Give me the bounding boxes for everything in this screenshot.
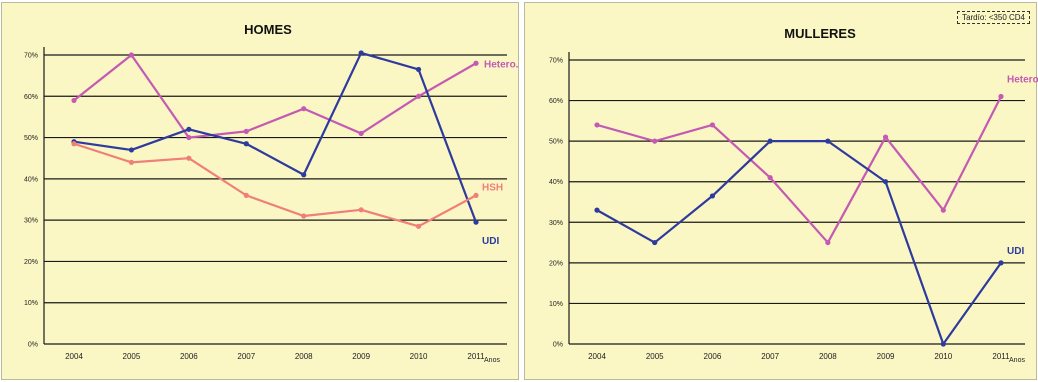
y-tick-label: 0% xyxy=(553,342,563,349)
data-point xyxy=(473,219,479,225)
series-label: UDI xyxy=(482,236,499,247)
data-point xyxy=(415,66,422,73)
x-tick-label: 2009 xyxy=(352,352,370,361)
data-point xyxy=(825,138,831,144)
y-tick-label: 10% xyxy=(549,301,563,308)
x-tick-label: 2008 xyxy=(295,352,313,361)
data-point xyxy=(882,134,889,140)
x-tick-label: 2006 xyxy=(704,352,722,361)
data-point xyxy=(473,60,479,66)
data-point xyxy=(767,175,773,181)
x-tick-label: 2004 xyxy=(588,352,606,361)
data-point xyxy=(998,260,1004,266)
series-label: HSH xyxy=(482,182,503,193)
data-point xyxy=(186,155,192,161)
series-label: Hetero. xyxy=(484,59,519,70)
y-tick-label: 50% xyxy=(24,135,38,142)
x-tick-label: 2011 xyxy=(992,352,1010,361)
data-point xyxy=(709,122,716,128)
series-line xyxy=(596,140,1002,346)
x-tick-label: 2011 xyxy=(467,352,485,361)
x-tick-label: 2005 xyxy=(646,352,664,361)
data-point xyxy=(186,134,192,141)
x-tick-label: 2007 xyxy=(237,352,255,361)
y-tick-label: 40% xyxy=(24,176,38,183)
data-point xyxy=(825,239,831,246)
data-point xyxy=(301,172,307,178)
data-point xyxy=(358,50,364,56)
data-point xyxy=(415,223,422,229)
data-point xyxy=(709,193,716,199)
data-point xyxy=(128,147,135,153)
x-axis-unit-label: Anos xyxy=(484,357,500,364)
y-tick-label: 30% xyxy=(549,220,563,227)
data-point xyxy=(243,192,249,198)
x-tick-label: 2009 xyxy=(877,352,895,361)
y-tick-label: 70% xyxy=(24,53,38,60)
data-point xyxy=(243,128,249,134)
y-tick-label: 60% xyxy=(549,98,563,105)
data-point xyxy=(415,93,422,99)
x-tick-label: 2005 xyxy=(123,352,141,361)
data-point xyxy=(940,341,946,347)
chart-mulleres: MULLERES 0% 10% 20% 30% 40% 50% 60% 70% 2004 2005 2… xyxy=(549,26,1038,364)
y-tick-label: 30% xyxy=(24,218,38,225)
chart-note: Tardío: <350 CD4 xyxy=(957,11,1030,24)
series-line xyxy=(73,142,477,228)
x-tick-label: 2004 xyxy=(65,352,83,361)
y-tick-label: 20% xyxy=(24,259,38,266)
series-label: Hetero. xyxy=(1007,75,1038,86)
y-tick-label: 0% xyxy=(28,342,38,349)
data-point xyxy=(301,213,307,219)
y-tick-label: 50% xyxy=(549,139,563,146)
data-point xyxy=(243,141,249,147)
chart-title: MULLERES xyxy=(784,26,856,41)
y-tick-label: 40% xyxy=(549,179,563,186)
data-point xyxy=(473,192,479,198)
data-point xyxy=(71,141,77,147)
data-point xyxy=(998,93,1004,100)
y-tick-label: 70% xyxy=(549,58,563,65)
chart-panel-mulleres: MULLERES 0% 10% 20% 30% 40% 50% 60% 70% 2004 2005 2… xyxy=(524,2,1038,380)
y-tick-label: 10% xyxy=(24,300,38,307)
data-point xyxy=(594,207,600,213)
data-point xyxy=(301,106,307,112)
data-point xyxy=(358,130,364,137)
data-point xyxy=(128,52,135,58)
chart-title: HOMES xyxy=(244,22,292,37)
data-point xyxy=(186,126,192,132)
series-label: UDI xyxy=(1007,246,1024,257)
series-line xyxy=(73,51,478,223)
x-axis-unit-label: Anos xyxy=(1009,357,1025,364)
y-tick-label: 20% xyxy=(549,260,563,267)
x-tick-label: 2010 xyxy=(410,352,428,361)
chart-panel-homes: HOMES 0% 10% 20% 30% 40% 50% 60% 70% 2004 2005 2006… xyxy=(1,2,519,380)
data-point xyxy=(652,138,658,144)
data-point xyxy=(882,179,889,185)
data-point xyxy=(652,239,658,246)
data-point xyxy=(71,97,77,104)
data-point xyxy=(594,122,600,128)
data-point xyxy=(358,207,364,213)
data-point xyxy=(767,138,773,144)
x-tick-label: 2010 xyxy=(934,352,952,361)
chart-homes: HOMES 0% 10% 20% 30% 40% 50% 60% 70% 2004 2005 2006… xyxy=(24,22,519,364)
x-tick-label: 2006 xyxy=(180,352,198,361)
series-line xyxy=(73,53,477,139)
y-tick-label: 60% xyxy=(24,94,38,101)
series-line xyxy=(596,96,1002,244)
x-tick-label: 2007 xyxy=(761,352,779,361)
data-point xyxy=(128,159,135,165)
data-point xyxy=(940,207,946,213)
x-tick-label: 2008 xyxy=(819,352,837,361)
